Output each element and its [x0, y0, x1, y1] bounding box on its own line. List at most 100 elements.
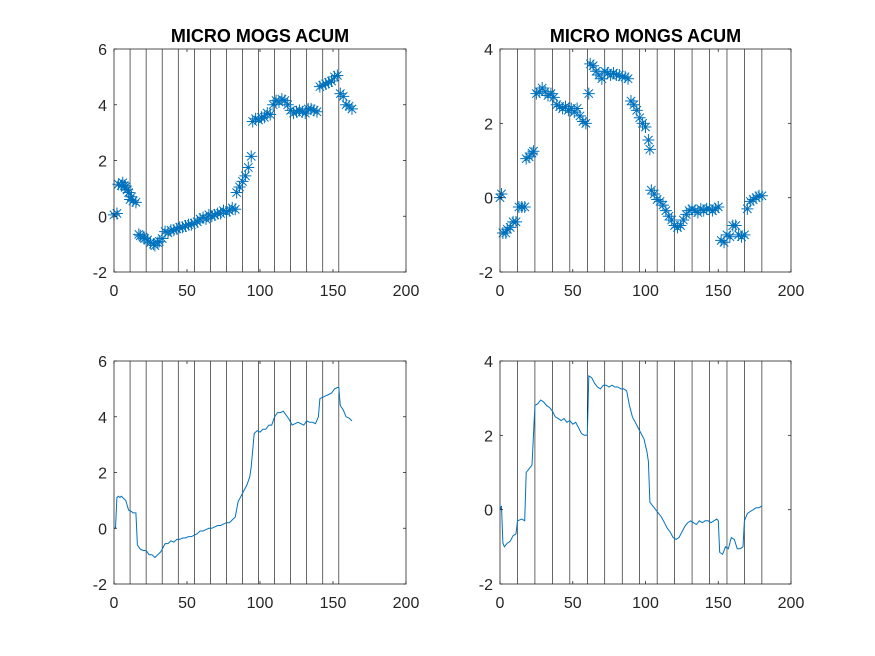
subplot-2-y-tick-label: 4	[484, 42, 493, 59]
subplot-2-data-point-marker	[518, 200, 531, 213]
subplot-1-x-tick-label: 50	[178, 283, 196, 300]
subplot-2-data-point-marker	[633, 111, 646, 124]
subplot-2-data-point-marker	[677, 213, 690, 226]
subplot-1-data-point-marker	[229, 203, 242, 216]
subplot-1-data-point-marker	[226, 201, 239, 214]
subplot-1-data-point-marker	[325, 75, 338, 88]
subplot-1-y-tick-label: 0	[98, 209, 107, 226]
subplot-2-data-point-marker	[691, 206, 704, 219]
subplot-3-x-tick-label: 0	[110, 595, 119, 612]
subplot-1-data-point-marker	[144, 236, 157, 249]
subplot-1-data-point-marker	[322, 76, 335, 89]
subplot-4-x-tick-label: 150	[705, 595, 732, 612]
subplot-1-data-point-marker	[308, 104, 321, 117]
subplot-2-title: MICRO MONGS ACUM	[550, 26, 741, 46]
subplot-1-data-point-marker	[293, 104, 306, 117]
subplot-2-data-point-marker	[738, 228, 751, 241]
subplot-2-data-point-marker	[688, 204, 701, 217]
subplot-1-data-point-marker	[179, 220, 192, 233]
subplot-3-x-tick-label: 50	[178, 595, 196, 612]
subplot-2-data-point-marker	[587, 59, 600, 72]
subplot-2-data-point-marker	[592, 69, 605, 82]
subplot-2-data-point-marker	[624, 95, 637, 108]
subplot-1-data-point-marker	[245, 150, 258, 163]
subplot-1-data-point-marker	[270, 94, 283, 107]
subplot-2-data-point-marker	[674, 219, 687, 232]
subplot-1-data-point-marker	[129, 196, 142, 209]
subplot-1-data-point-marker	[340, 98, 353, 111]
subplot-2-data-point-marker	[723, 230, 736, 243]
subplot-1-data-point-marker	[267, 98, 280, 111]
subplot-1-data-point-marker	[299, 107, 312, 120]
subplot-4-series-line	[499, 375, 763, 556]
subplot-1-data-point-marker	[278, 94, 291, 107]
subplot-2-data-point-marker	[671, 221, 684, 234]
subplot-1-title: MICRO MOGS ACUM	[171, 26, 349, 46]
subplot-2-data-point-marker	[662, 210, 675, 223]
subplot-1-data-point-marker	[125, 190, 138, 203]
subplot-1-data-point-marker	[159, 225, 172, 238]
subplot-1-data-point-marker	[287, 107, 300, 120]
subplot-1-y-tick-label: -2	[93, 265, 107, 282]
subplot-2-data-point-marker	[665, 213, 678, 226]
subplot-2-data-point-marker	[627, 98, 640, 111]
subplot-2-data-point-marker	[636, 117, 649, 130]
subplot-1-data-point-marker	[264, 108, 277, 121]
subplot-3-x-tick-label: 200	[393, 595, 420, 612]
subplot-1-data-point-marker	[236, 175, 249, 188]
subplot-1-data-point-marker	[296, 105, 309, 118]
subplot-2-data-point-marker	[536, 82, 549, 95]
subplot-2-data-point-marker	[642, 134, 655, 147]
subplot-2-data-point-marker	[645, 184, 658, 197]
subplot-2-data-point-marker	[582, 87, 595, 100]
subplot-2-data-point-marker	[574, 109, 587, 122]
subplot-2-x-tick-label: 50	[564, 283, 582, 300]
subplot-4-x-tick-label: 100	[632, 595, 659, 612]
subplot-3-plot-area	[114, 361, 406, 584]
subplot-2-data-point-marker	[568, 106, 581, 119]
subplot-2-data-point-marker	[712, 200, 725, 213]
subplot-2-data-point-marker	[590, 65, 603, 78]
subplot-2-data-point-marker	[559, 100, 572, 113]
subplot-4-y-tick-label: 2	[484, 428, 493, 445]
subplot-1-data-point-marker	[112, 178, 125, 191]
subplot-2-x-tick-label: 100	[632, 283, 659, 300]
subplot-2-data-point-marker	[747, 193, 760, 206]
subplot-1-data-point-marker	[134, 229, 147, 242]
subplot-1-data-point-marker	[242, 161, 255, 174]
subplot-2-data-point-marker	[651, 193, 664, 206]
subplot-2-data-point-marker	[697, 204, 710, 217]
subplot-3-x-tick-label: 100	[247, 595, 274, 612]
subplot-2-data-point-marker	[619, 70, 632, 83]
subplot-2-data-point-marker	[598, 65, 611, 78]
subplot-2-y-tick-label: -2	[479, 265, 493, 282]
subplot-1-data-point-marker	[170, 222, 183, 235]
subplot-1-data-point-marker	[122, 186, 135, 199]
subplot-2-x-tick-label: 0	[496, 283, 505, 300]
subplot-1-data-point-marker	[249, 112, 262, 125]
subplot-1-data-point-marker	[328, 70, 341, 83]
subplot-2-y-tick-label: 0	[484, 191, 493, 208]
subplot-1-y-tick-label: 2	[98, 154, 107, 171]
subplot-2-data-point-marker	[501, 223, 514, 236]
subplot-2-data-point-marker	[550, 98, 563, 111]
subplot-1-data-point-marker	[116, 176, 129, 189]
subplot-1-data-point-marker	[313, 80, 326, 93]
subplot-4-x-tick-label: 50	[564, 595, 582, 612]
subplot-1-data-point-marker	[319, 77, 332, 90]
subplot-4-y-tick-label: 4	[484, 354, 493, 371]
subplot-2-data-point-marker	[556, 102, 569, 115]
subplot-1-data-point-marker	[119, 180, 132, 193]
subplot-2-data-point-marker	[622, 72, 635, 85]
subplot-2-plot-area	[500, 49, 791, 272]
subplot-1-data-point-marker	[197, 211, 210, 224]
subplot-1-data-point-marker	[110, 207, 123, 220]
subplot-1-data-point-marker	[345, 102, 358, 115]
subplot-2-data-point-marker	[576, 115, 589, 128]
subplot-1-data-point-marker	[199, 213, 212, 226]
subplot-1-data-point-marker	[230, 186, 243, 199]
subplot-3-x-tick-label: 150	[320, 595, 347, 612]
subplot-1-data-point-marker	[126, 194, 139, 207]
subplot-1-x-tick-label: 0	[110, 283, 119, 300]
